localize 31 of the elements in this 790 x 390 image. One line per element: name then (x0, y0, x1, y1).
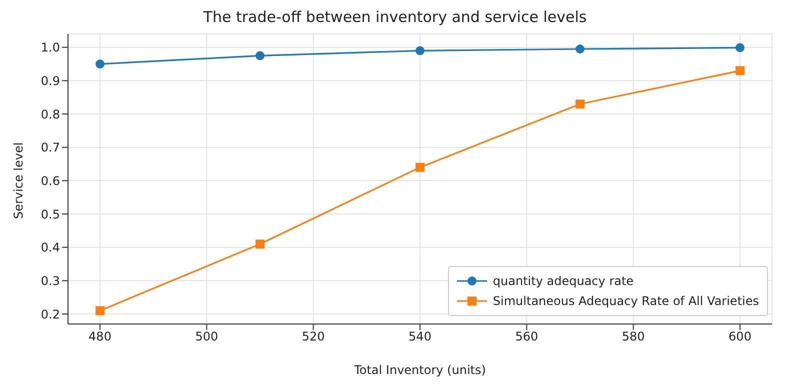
point (96, 60, 104, 68)
y-tick-label: 1.0 (40, 40, 60, 55)
point (256, 240, 264, 248)
point (96, 306, 104, 316)
x-tick-label: 540 (408, 330, 432, 344)
legend-label: quantity adequacy rate (492, 274, 634, 288)
point (576, 100, 584, 108)
x-tick-label: 480 (88, 330, 112, 344)
x-tick-label: 500 (195, 330, 218, 344)
y-tick-label: 0.6 (40, 174, 60, 188)
y-axis-title: Service level (11, 142, 26, 219)
point (416, 162, 424, 172)
legend-label: Simultaneous Adequacy Rate of All Varieties (492, 294, 759, 308)
x-axis-title: Total Inventory (units) (353, 363, 486, 377)
y-tick-label: 0.2 (40, 307, 60, 322)
y-tick-label: 0.9 (40, 74, 60, 88)
y-tick-label: 0.7 (40, 140, 60, 155)
y-tick-label: 0.4 (40, 240, 60, 255)
point (736, 43, 744, 52)
x-tick-label: 600 (728, 330, 752, 344)
x-tick-label: 580 (622, 330, 645, 344)
x-tick-label: 520 (302, 330, 325, 344)
point (736, 66, 744, 76)
x-tick-label: 560 (515, 330, 538, 344)
chart-title: The trade-off between inventory and service levels (202, 8, 588, 28)
point (256, 51, 264, 60)
y-tick-label: 0.8 (40, 107, 60, 122)
point (416, 46, 424, 56)
y-tick-label: 0.3 (40, 274, 60, 288)
point (576, 44, 584, 54)
y-tick-label: 0.5 (40, 207, 60, 222)
